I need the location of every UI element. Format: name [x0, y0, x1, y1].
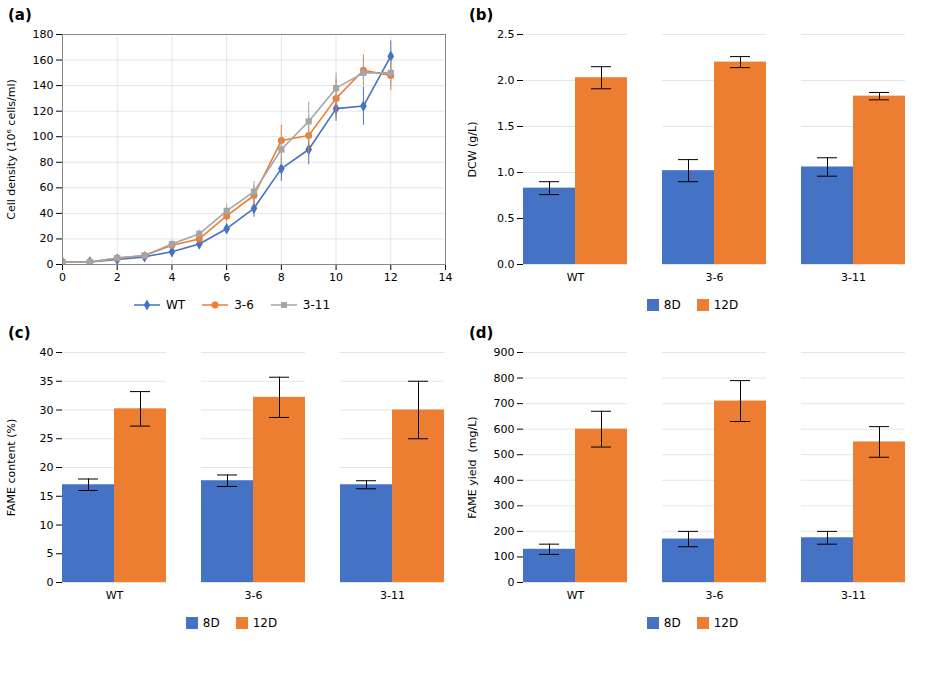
svg-text:3-6: 3-6 — [706, 589, 724, 602]
svg-text:60: 60 — [40, 181, 54, 194]
html-text:(b): (b) — [469, 6, 494, 24]
svg-text:500: 500 — [494, 448, 515, 461]
svg-text:180: 180 — [33, 28, 54, 41]
svg-text:3-11: 3-11 — [841, 271, 866, 284]
svg-text:2.0: 2.0 — [497, 74, 515, 87]
svg-text:1.5: 1.5 — [497, 120, 515, 133]
svg-text:14: 14 — [439, 271, 453, 284]
svg-text:0: 0 — [47, 258, 54, 271]
svg-text:900: 900 — [494, 346, 515, 359]
svg-text:Cell density (10⁶ cells/ml): Cell density (10⁶ cells/ml) — [5, 79, 18, 220]
svg-text:800: 800 — [494, 372, 515, 385]
svg-text:10: 10 — [40, 519, 54, 532]
svg-text:FAME content (%): FAME content (%) — [5, 419, 18, 516]
svg-text:12: 12 — [384, 271, 398, 284]
html-text:(a): (a) — [8, 6, 32, 24]
svg-text:40: 40 — [40, 207, 54, 220]
html-text:8D: 8D — [202, 616, 220, 630]
html-text:3-6: 3-6 — [234, 298, 254, 312]
svg-text:0: 0 — [508, 576, 515, 589]
svg-text:6: 6 — [223, 271, 230, 284]
svg-text:35: 35 — [40, 375, 54, 388]
svg-text:25: 25 — [40, 432, 54, 445]
svg-text:40: 40 — [40, 346, 54, 359]
svg-text:15: 15 — [40, 490, 54, 503]
svg-text:FAME yield (mg/L): FAME yield (mg/L) — [466, 416, 479, 518]
html-text:(d): (d) — [469, 324, 494, 342]
svg-text:30: 30 — [40, 404, 54, 417]
svg-text:200: 200 — [494, 525, 515, 538]
svg-text:3-6: 3-6 — [245, 589, 263, 602]
html-text:(c): (c) — [8, 324, 31, 342]
svg-text:100: 100 — [33, 130, 54, 143]
svg-text:0.0: 0.0 — [497, 258, 515, 271]
html-text:12D: 12D — [713, 616, 739, 630]
svg-text:10: 10 — [329, 271, 343, 284]
svg-text:3-11: 3-11 — [841, 589, 866, 602]
svg-text:100: 100 — [494, 550, 515, 563]
svg-text:8: 8 — [278, 271, 285, 284]
svg-text:DCW (g/L): DCW (g/L) — [466, 122, 479, 178]
html-text:12D: 12D — [713, 298, 739, 312]
svg-text:0: 0 — [47, 576, 54, 589]
html-text:8D: 8D — [663, 298, 681, 312]
svg-text:20: 20 — [40, 232, 54, 245]
svg-text:120: 120 — [33, 105, 54, 118]
svg-text:2: 2 — [114, 271, 121, 284]
svg-text:140: 140 — [33, 79, 54, 92]
svg-text:300: 300 — [494, 499, 515, 512]
svg-text:WT: WT — [567, 589, 585, 602]
svg-text:0.5: 0.5 — [497, 212, 515, 225]
svg-text:2.5: 2.5 — [497, 28, 515, 41]
html-text:WT: WT — [166, 298, 186, 312]
svg-text:20: 20 — [40, 461, 54, 474]
html-text:8D: 8D — [663, 616, 681, 630]
svg-text:3-6: 3-6 — [706, 271, 724, 284]
svg-text:700: 700 — [494, 397, 515, 410]
svg-text:3-11: 3-11 — [380, 589, 405, 602]
svg-text:160: 160 — [33, 54, 54, 67]
svg-text:600: 600 — [494, 423, 515, 436]
html-text:12D: 12D — [252, 616, 278, 630]
svg-text:1.0: 1.0 — [497, 166, 515, 179]
svg-text:WT: WT — [106, 589, 124, 602]
svg-text:80: 80 — [40, 156, 54, 169]
svg-text:WT: WT — [567, 271, 585, 284]
svg-text:0: 0 — [59, 271, 66, 284]
svg-text:5: 5 — [47, 547, 54, 560]
svg-text:4: 4 — [168, 271, 175, 284]
svg-text:400: 400 — [494, 474, 515, 487]
html-text:3-11: 3-11 — [302, 298, 330, 312]
